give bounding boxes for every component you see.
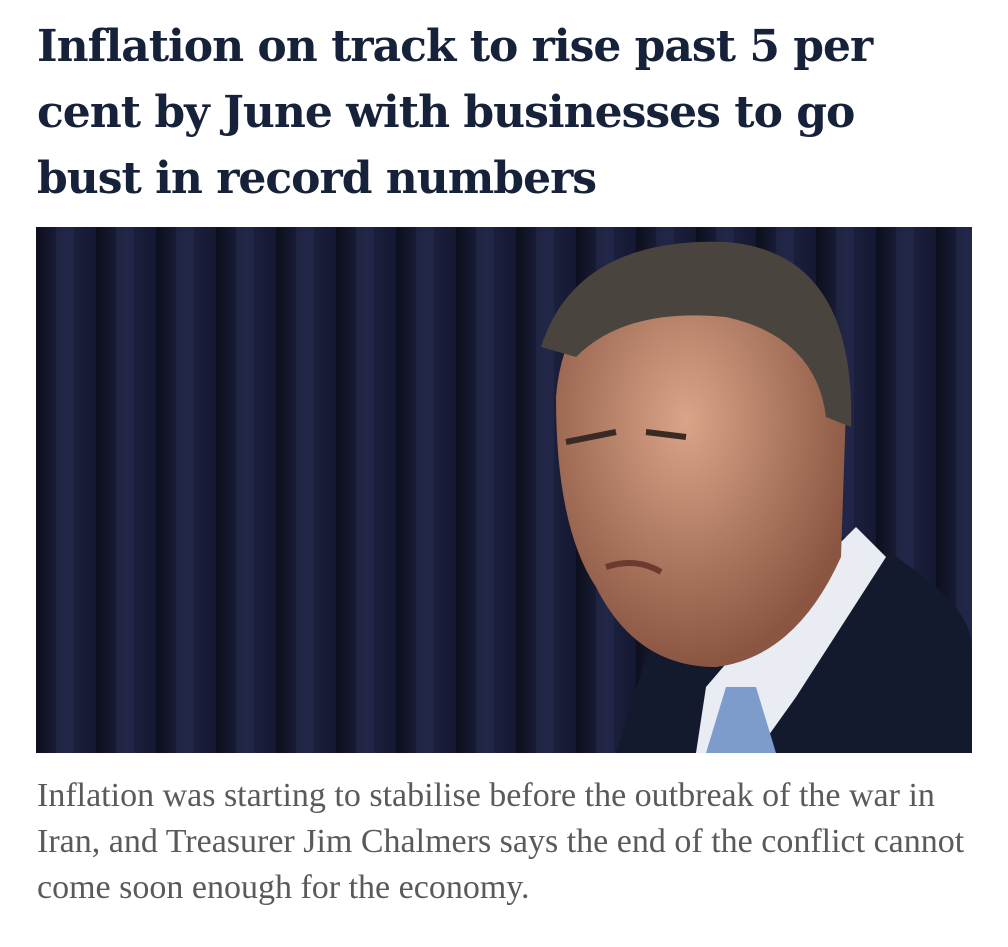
article-photo <box>36 227 972 753</box>
headline: Inflation on track to rise past 5 per ce… <box>37 21 873 204</box>
photo-caption: Inflation was starting to stabilise befo… <box>37 777 965 906</box>
